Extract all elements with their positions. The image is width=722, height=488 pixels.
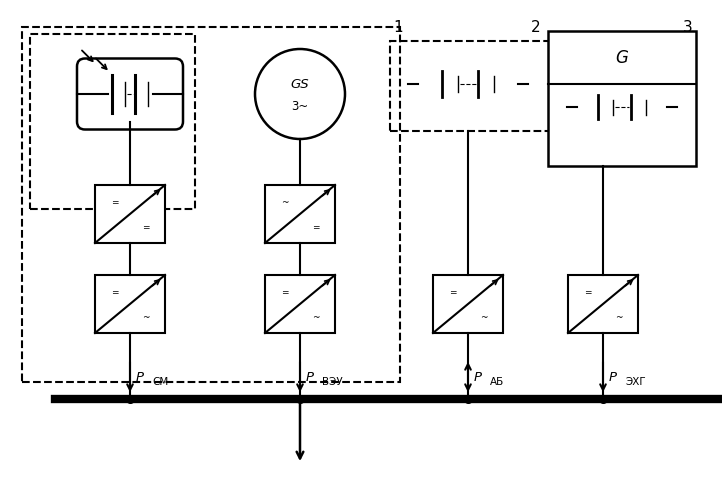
Text: ВЭУ: ВЭУ	[322, 376, 343, 386]
Text: ~: ~	[281, 197, 288, 206]
Bar	[548, 32, 696, 167]
Bar	[265, 275, 335, 333]
Bar	[390, 42, 558, 132]
Text: GS: GS	[291, 79, 309, 91]
Text: АБ: АБ	[490, 376, 504, 386]
Text: ЭХГ: ЭХГ	[625, 376, 645, 386]
Text: ~: ~	[142, 313, 149, 322]
Text: ~: ~	[479, 313, 487, 322]
Text: $P$: $P$	[473, 371, 483, 384]
Text: $P$: $P$	[305, 371, 315, 384]
Text: СМ: СМ	[152, 376, 168, 386]
Text: =: =	[142, 223, 149, 232]
Bar	[30, 35, 195, 209]
Text: 3: 3	[683, 20, 693, 36]
Text: $P$: $P$	[135, 371, 145, 384]
Bar	[265, 185, 335, 244]
Text: =: =	[281, 287, 288, 296]
Bar	[433, 275, 503, 333]
Bar	[568, 275, 638, 333]
Text: =: =	[449, 287, 456, 296]
FancyBboxPatch shape	[77, 60, 183, 130]
Text: =: =	[111, 287, 118, 296]
Bar	[95, 275, 165, 333]
Text: G: G	[616, 49, 628, 67]
Text: ~: ~	[614, 313, 622, 322]
Text: ~: ~	[312, 313, 319, 322]
Text: =: =	[312, 223, 319, 232]
Text: 1: 1	[393, 20, 403, 36]
Text: 3~: 3~	[292, 101, 308, 113]
Text: 2: 2	[531, 20, 541, 36]
Text: =: =	[111, 197, 118, 206]
Bar	[22, 28, 400, 382]
Text: =: =	[584, 287, 591, 296]
Bar	[95, 185, 165, 244]
Text: $P$: $P$	[608, 371, 618, 384]
